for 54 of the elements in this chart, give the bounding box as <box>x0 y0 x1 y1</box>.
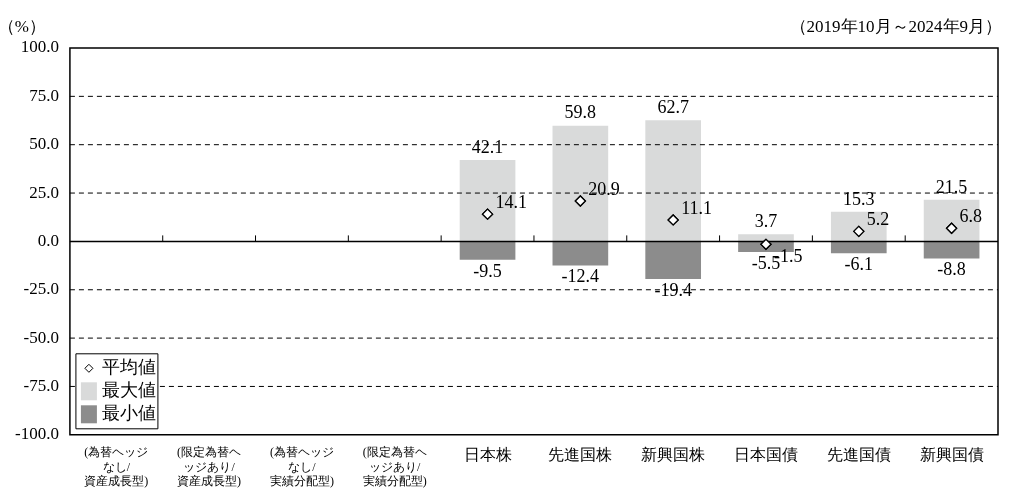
bar <box>738 234 794 242</box>
data-label: 14.1 <box>495 191 528 212</box>
data-label: 3.7 <box>754 210 778 231</box>
x-tick-label: 日本株 <box>463 445 512 463</box>
y-axis-title: （%） <box>0 16 46 36</box>
y-tick-label: -100.0 <box>14 424 59 444</box>
bar <box>645 241 702 279</box>
point <box>667 214 679 226</box>
y-tick-label: 100.0 <box>20 37 59 57</box>
data-label: 20.9 <box>588 178 620 199</box>
data-label: 42.1 <box>471 136 504 157</box>
data-label: 62.7 <box>657 96 689 117</box>
bar <box>459 241 516 260</box>
text: （2019年10月～2024年9月） <box>789 16 1002 36</box>
y-tick-label: -25.0 <box>23 279 59 299</box>
bar <box>830 241 887 254</box>
x-tick-label: (限定為替ヘッジあり/資産成長型) <box>177 445 242 488</box>
y-tick-label: -50.0 <box>23 327 59 347</box>
data-label: 15.3 <box>843 188 875 209</box>
data-label: -9.5 <box>473 260 502 281</box>
point <box>945 222 958 234</box>
legend-label: 平均値 <box>101 357 156 378</box>
x-tick-label: 先進国株 <box>548 445 613 463</box>
point <box>853 225 865 237</box>
legend-label: 最大値 <box>101 380 156 401</box>
x-tick-label: (限定為替ヘッジあり/実績分配型) <box>362 445 427 488</box>
x-tick-label: 先進国債 <box>826 445 891 463</box>
x-tick-label: 新興国債 <box>919 445 984 463</box>
point <box>481 208 494 220</box>
x-tick-label: 日本国債 <box>733 445 798 463</box>
y-tick-label: 0.0 <box>37 230 59 250</box>
data-label: -12.4 <box>561 266 600 287</box>
y-tick-label: 25.0 <box>29 182 59 202</box>
bar <box>552 241 609 266</box>
bar <box>830 211 887 242</box>
point <box>574 195 587 207</box>
data-label: -19.4 <box>654 279 692 300</box>
x-tick-label: 新興国株 <box>641 445 706 463</box>
x-tick-label: (為替ヘッジなし/実績分配型) <box>269 445 334 488</box>
data-label: 5.2 <box>866 209 890 230</box>
y-tick-label: 75.0 <box>29 85 59 105</box>
data-label: 21.5 <box>935 176 968 197</box>
legend-label: 最小値 <box>101 403 156 424</box>
data-label: -6.1 <box>844 253 874 274</box>
data-label: 11.1 <box>681 197 713 218</box>
x-tick-label: (為替ヘッジなし/資産成長型) <box>84 445 149 488</box>
bar <box>923 199 980 242</box>
data-label: 59.8 <box>564 102 597 123</box>
data-label: -8.8 <box>937 259 966 280</box>
y-tick-label: 50.0 <box>29 134 59 154</box>
point <box>760 238 772 250</box>
bar <box>923 241 980 259</box>
data-label: 6.8 <box>959 205 983 226</box>
y-tick-label: -75.0 <box>23 375 59 395</box>
